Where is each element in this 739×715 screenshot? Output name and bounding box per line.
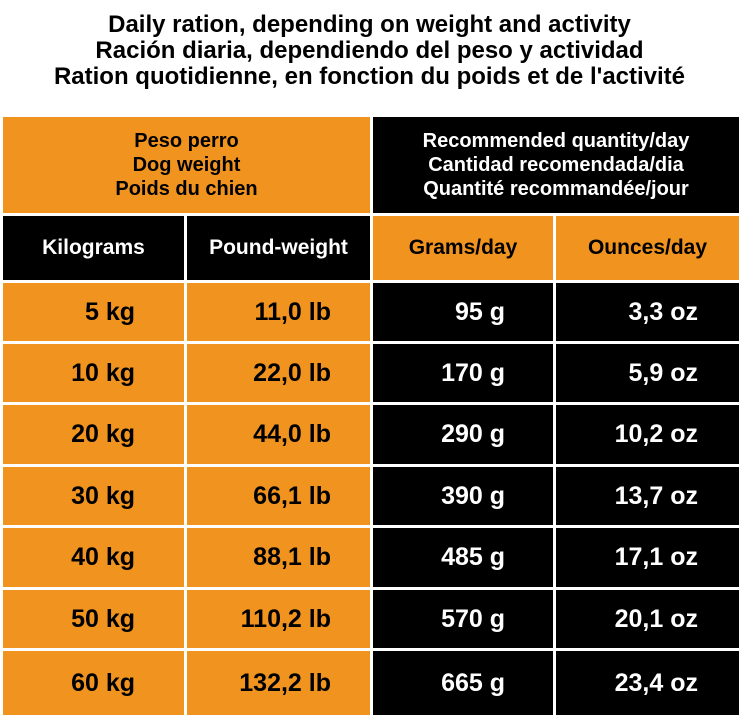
cell-kilograms: 20 kg	[3, 405, 184, 464]
cell-ounces: 17,1 oz	[556, 528, 739, 587]
header-dog-weight-fr: Poids du chien	[115, 178, 258, 200]
cell-ounces: 20,1 oz	[556, 590, 739, 648]
cell-kilograms: 60 kg	[3, 651, 184, 715]
cell-pounds: 88,1 lb	[187, 528, 370, 587]
cell-ounces: 10,2 oz	[556, 405, 739, 464]
cell-grams: 95 g	[373, 283, 553, 341]
header-recommended-fr: Quantité recommandée/jour	[423, 178, 689, 200]
cell-pounds: 110,2 lb	[187, 590, 370, 648]
column-header-label: Pound-weight	[209, 236, 348, 259]
cell-pounds: 132,2 lb	[187, 651, 370, 715]
cell-pounds: 44,0 lb	[187, 405, 370, 464]
column-header-label: Kilograms	[42, 236, 145, 259]
cell-grams: 665 g	[373, 651, 553, 715]
cell-kilograms: 10 kg	[3, 344, 184, 402]
title-line-fr: Ration quotidienne, en fonction du poids…	[53, 63, 686, 90]
cell-grams: 170 g	[373, 344, 553, 402]
cell-pounds: 22,0 lb	[187, 344, 370, 402]
cell-ounces: 3,3 oz	[556, 283, 739, 341]
cell-kilograms: 40 kg	[3, 528, 184, 587]
header-recommended: Recommended quantity/day Cantidad recome…	[373, 117, 739, 213]
cell-ounces: 23,4 oz	[556, 651, 739, 715]
column-header-label: Grams/day	[408, 236, 518, 259]
cell-grams: 570 g	[373, 590, 553, 648]
cell-grams: 485 g	[373, 528, 553, 587]
cell-pounds: 66,1 lb	[187, 467, 370, 525]
ration-table: Peso perro Dog weight Poids du chien Rec…	[3, 117, 739, 715]
header-recommended-en: Recommended quantity/day	[422, 130, 690, 152]
cell-pounds: 11,0 lb	[187, 283, 370, 341]
cell-kilograms: 50 kg	[3, 590, 184, 648]
column-header-ounces: Ounces/day	[556, 216, 739, 280]
header-dog-weight-en: Dog weight	[132, 154, 241, 176]
column-header-grams: Grams/day	[373, 216, 553, 280]
cell-kilograms: 30 kg	[3, 467, 184, 525]
header-dog-weight: Peso perro Dog weight Poids du chien	[3, 117, 370, 213]
cell-ounces: 5,9 oz	[556, 344, 739, 402]
cell-grams: 390 g	[373, 467, 553, 525]
cell-grams: 290 g	[373, 405, 553, 464]
cell-kilograms: 5 kg	[3, 283, 184, 341]
column-header-label: Ounces/day	[587, 236, 708, 259]
cell-ounces: 13,7 oz	[556, 467, 739, 525]
table-title: Daily ration, depending on weight and ac…	[0, 12, 739, 90]
title-line-es: Ración diaria, dependiendo del peso y ac…	[95, 37, 644, 64]
column-header-kilograms: Kilograms	[3, 216, 184, 280]
header-recommended-es: Cantidad recomendada/dia	[428, 154, 684, 176]
column-header-pound-weight: Pound-weight	[187, 216, 370, 280]
title-line-en: Daily ration, depending on weight and ac…	[108, 11, 631, 38]
header-dog-weight-es: Peso perro	[134, 130, 239, 152]
